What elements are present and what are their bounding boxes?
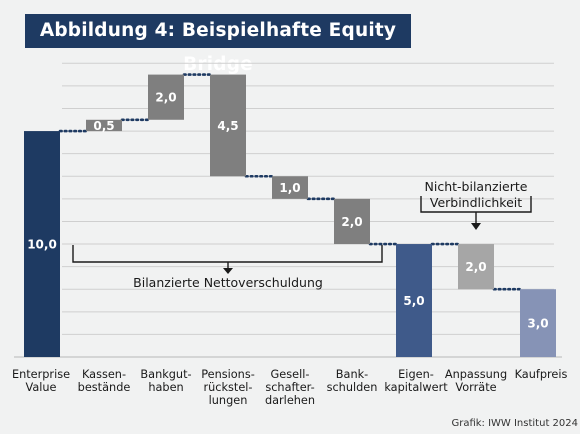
category-label: Bank-schulden	[327, 368, 378, 394]
category-label: Eigen-kapitalwert	[384, 368, 448, 394]
bar-value-label: 5,0	[403, 294, 424, 308]
category-labels: Enterprise Value Kassen-bestände Bankgut-ha…	[12, 368, 568, 407]
net-debt-bracket-line	[72, 245, 383, 263]
bar	[520, 289, 556, 357]
off-balance-bracket: Nicht-bilanzierte Verbindlichkeit	[420, 179, 532, 230]
bar-value-label: 3,0	[527, 317, 548, 331]
value-labels: 10,0 0,5 2,0 4,5 1,0 2,0 5,0 2,0 3,0	[27, 91, 548, 331]
bar-value-label: 2,0	[465, 260, 486, 274]
bar	[334, 198, 370, 245]
net-debt-label: Bilanzierte Nettoverschuldung	[133, 275, 323, 290]
bar	[86, 119, 122, 132]
bar	[148, 74, 184, 120]
net-debt-bracket: Bilanzierte Nettoverschuldung	[72, 245, 383, 290]
bar-value-label: 0,5	[93, 119, 114, 133]
category-label: Bankgut-haben	[140, 368, 191, 394]
category-label: Kassen-bestände	[78, 368, 131, 394]
category-label: Kaufpreis	[515, 368, 568, 381]
bar	[458, 244, 494, 290]
title-banner: Abbildung 4: Beispielhafte Equity Bridge	[25, 14, 411, 75]
bar	[210, 74, 246, 177]
category-label: Enterprise Value	[12, 368, 70, 394]
bar-value-label: 2,0	[341, 215, 362, 229]
chart-title: Abbildung 4: Beispielhafte Equity Bridge	[39, 20, 397, 75]
off-balance-arrow-icon	[471, 223, 481, 230]
bar-value-label: 4,5	[217, 119, 238, 133]
category-label: Pensions-rückstel-lungen	[201, 368, 255, 407]
off-balance-label-line1: Nicht-bilanzierte	[425, 179, 528, 194]
bar-value-label: 2,0	[155, 91, 176, 105]
connectors	[58, 73, 522, 291]
bar	[272, 176, 308, 199]
bar-value-label: 10,0	[27, 238, 57, 252]
bar	[396, 244, 432, 357]
source-credit: Grafik: IWW Institut 2024	[451, 418, 578, 429]
bar	[24, 131, 60, 357]
net-debt-arrow-icon	[223, 268, 233, 274]
bar-value-label: 1,0	[279, 181, 300, 195]
category-label: Anpassung Vorräte	[445, 368, 507, 394]
off-balance-label-line2: Verbindlichkeit	[430, 195, 522, 210]
gridlines	[14, 62, 562, 358]
category-label: Gesell-schafter-darlehen	[265, 368, 315, 407]
bars	[24, 74, 556, 357]
